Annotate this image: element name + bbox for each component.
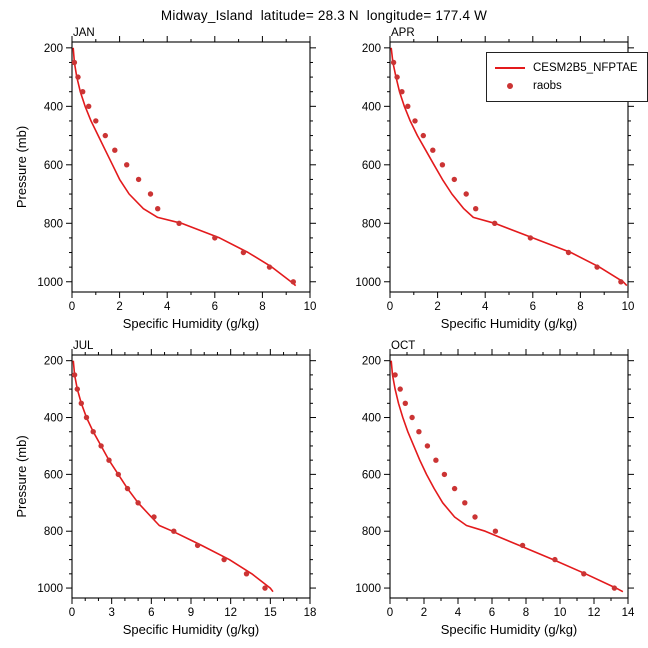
svg-text:200: 200	[362, 356, 381, 368]
svg-text:12: 12	[224, 607, 237, 619]
svg-text:1000: 1000	[355, 277, 381, 289]
svg-text:18: 18	[304, 607, 317, 619]
svg-text:APR: APR	[391, 27, 415, 39]
legend-row-model: CESM2B5_NFPTAE	[487, 62, 647, 74]
svg-text:OCT: OCT	[391, 340, 415, 352]
svg-text:6: 6	[212, 301, 218, 313]
svg-text:12: 12	[588, 607, 601, 619]
svg-text:3: 3	[108, 607, 114, 619]
svg-text:400: 400	[44, 101, 63, 113]
svg-text:600: 600	[362, 469, 381, 481]
svg-text:1000: 1000	[37, 583, 63, 595]
legend-marker-label: raobs	[533, 80, 562, 92]
svg-text:400: 400	[44, 413, 63, 425]
legend-row-raobs: raobs	[487, 80, 647, 92]
svg-text:400: 400	[362, 413, 381, 425]
svg-text:800: 800	[44, 526, 63, 538]
svg-text:Specific Humidity (g/kg): Specific Humidity (g/kg)	[123, 316, 260, 331]
svg-text:2: 2	[421, 607, 427, 619]
figure-title: Midway_Island latitude= 28.3 N longitude…	[160, 8, 488, 23]
svg-text:10: 10	[622, 301, 635, 313]
svg-text:14: 14	[622, 607, 635, 619]
legend-line-label: CESM2B5_NFPTAE	[533, 62, 638, 74]
svg-text:200: 200	[362, 43, 381, 55]
svg-text:6: 6	[489, 607, 495, 619]
svg-text:Specific Humidity (g/kg): Specific Humidity (g/kg)	[441, 316, 578, 331]
svg-text:JAN: JAN	[73, 27, 95, 39]
svg-text:600: 600	[362, 160, 381, 172]
svg-text:800: 800	[44, 218, 63, 230]
svg-text:800: 800	[362, 218, 381, 230]
svg-text:600: 600	[44, 160, 63, 172]
svg-text:9: 9	[188, 607, 194, 619]
chart-panel-apr: 0 2 4 6 8 10 200 400 600 800 1000 APR Specific Humid…	[355, 27, 635, 331]
svg-text:0: 0	[387, 607, 393, 619]
svg-text:4: 4	[455, 607, 462, 619]
chart-panel-jan: 0 2 4 6 8 10 200 400 600 800 1000 JAN Specific Humid…	[14, 27, 317, 331]
legend: CESM2B5_NFPTAE raobs	[486, 52, 648, 102]
svg-text:400: 400	[362, 101, 381, 113]
svg-text:Specific Humidity (g/kg): Specific Humidity (g/kg)	[441, 622, 578, 637]
svg-text:10: 10	[554, 607, 567, 619]
svg-text:8: 8	[577, 301, 583, 313]
svg-text:Specific Humidity (g/kg): Specific Humidity (g/kg)	[123, 622, 260, 637]
svg-text:8: 8	[523, 607, 529, 619]
chart-panel-jul: 0 3 6 9 12 15 18 200 400 600 800 1000 JUL Specific Hu…	[14, 340, 317, 637]
svg-text:1000: 1000	[37, 277, 63, 289]
svg-text:800: 800	[362, 526, 381, 538]
svg-text:1000: 1000	[355, 583, 381, 595]
svg-text:0: 0	[69, 301, 75, 313]
svg-text:2: 2	[116, 301, 122, 313]
svg-text:2: 2	[434, 301, 440, 313]
svg-text:6: 6	[530, 301, 536, 313]
legend-marker-icon	[507, 83, 513, 89]
svg-text:200: 200	[44, 43, 63, 55]
svg-text:4: 4	[482, 301, 489, 313]
svg-text:Pressure (mb): Pressure (mb)	[14, 435, 29, 517]
svg-text:6: 6	[148, 607, 154, 619]
svg-text:600: 600	[44, 469, 63, 481]
svg-text:JUL: JUL	[73, 340, 94, 352]
svg-text:8: 8	[259, 301, 265, 313]
legend-line-sample	[495, 67, 525, 69]
svg-text:0: 0	[69, 607, 75, 619]
chart-panel-oct: 0 2 4 6 8 10 12 14 200 400 600 800 1000 OCT Specific H…	[355, 340, 635, 637]
svg-text:0: 0	[387, 301, 393, 313]
svg-text:Pressure (mb): Pressure (mb)	[14, 126, 29, 208]
svg-text:4: 4	[164, 301, 171, 313]
svg-text:15: 15	[264, 607, 277, 619]
svg-text:10: 10	[304, 301, 317, 313]
svg-text:200: 200	[44, 356, 63, 368]
